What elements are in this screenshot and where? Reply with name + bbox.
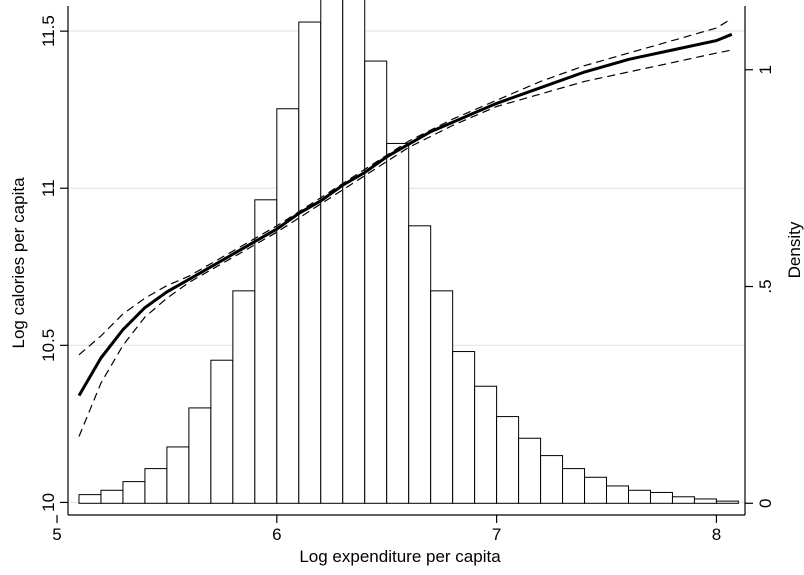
histogram-bar — [232, 290, 256, 504]
histogram-bar — [693, 498, 717, 504]
confidence-band-line — [78, 18, 733, 356]
y-tick-label-left: 11.5 — [39, 15, 58, 47]
y-axis-title-left: Log calories per capita — [9, 177, 28, 349]
histogram-bar — [518, 437, 542, 504]
histogram-bar — [386, 142, 410, 504]
histogram-bar — [496, 416, 520, 504]
histogram-bar — [408, 225, 432, 504]
histogram-bar — [584, 476, 608, 504]
histogram-bar — [78, 494, 102, 504]
histogram-bar — [562, 468, 586, 504]
fitted-lines — [77, 18, 733, 437]
histogram-bar — [320, 0, 344, 504]
histogram-bar — [430, 290, 454, 504]
histogram-bar — [671, 496, 695, 504]
histogram-bars — [78, 0, 739, 504]
histogram-bar — [276, 108, 300, 504]
histogram-bar — [144, 468, 168, 504]
y-tick-label-right: .5 — [756, 279, 775, 293]
histogram-bar — [649, 491, 673, 504]
histogram-bar — [122, 481, 146, 504]
axes: 5 6 7 8 10 10.5 11 11.5 0 .5 1 — [39, 6, 775, 544]
x-tick-label: 7 — [492, 525, 501, 544]
histogram-bar — [540, 455, 564, 504]
histogram-bar — [298, 21, 322, 504]
histogram-bar — [474, 385, 498, 504]
y-tick-label-left: 11 — [39, 179, 58, 197]
histogram-bar — [210, 359, 234, 504]
histogram-bar — [606, 485, 630, 504]
histogram-bar — [628, 489, 651, 504]
histogram-bar — [254, 199, 278, 504]
x-tick-label: 6 — [272, 525, 281, 544]
histogram-bar — [452, 351, 476, 504]
histogram-bar — [188, 407, 212, 504]
y-axis-title-right: Density — [785, 221, 804, 278]
y-tick-label-left: 10.5 — [39, 329, 58, 362]
histogram-bar — [100, 489, 124, 504]
histogram-bar — [715, 500, 739, 504]
histogram-bar — [166, 446, 190, 504]
histogram-bar — [364, 60, 388, 504]
x-axis-title: Log expenditure per capita — [299, 547, 501, 566]
x-tick-label: 5 — [52, 525, 61, 544]
y-tick-label-right: 1 — [756, 65, 775, 74]
x-tick-label: 8 — [712, 525, 721, 544]
fitted-line — [77, 32, 733, 397]
confidence-band-line — [78, 49, 732, 437]
y-tick-label-right: 0 — [756, 499, 775, 508]
histogram-bar — [342, 0, 366, 504]
y-tick-label-left: 10 — [39, 493, 58, 512]
